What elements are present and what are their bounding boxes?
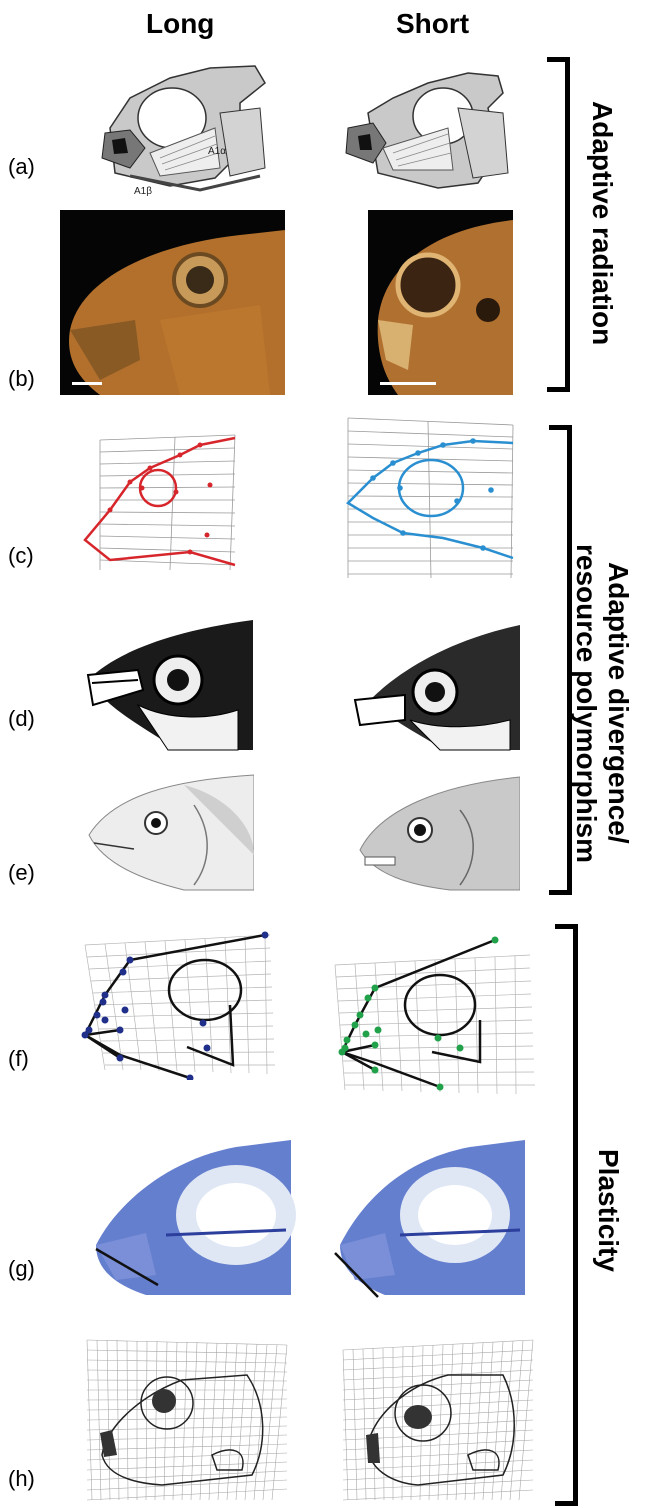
- panel-c-long-grid: [80, 430, 240, 575]
- panel-h-long-grid: [82, 1335, 292, 1505]
- row-label-f: (f): [8, 1046, 29, 1071]
- row-label-g: (g): [8, 1256, 35, 1281]
- panel-g-short-photo: [330, 1135, 530, 1305]
- label-adaptive-radiation: Adaptive radiation: [587, 100, 618, 346]
- panel-f-short-grid: [330, 930, 540, 1100]
- panel-b-short-photo: [368, 210, 513, 395]
- row-label-b: (b): [8, 366, 35, 391]
- panel-g-long-photo: [86, 1135, 296, 1305]
- panel-e-long-drawing: [84, 765, 254, 895]
- panel-h-short-grid: [338, 1335, 538, 1505]
- label-adaptive-divergence: Adaptive divergence/ resource polymorphi…: [570, 528, 634, 878]
- panel-f-long-grid: [75, 930, 275, 1080]
- panel-d-short-drawing: [350, 610, 520, 755]
- panel-e-short-drawing: [350, 765, 520, 895]
- row-label-c: (c): [8, 543, 34, 568]
- panel-d-long-drawing: [78, 610, 253, 755]
- panel-a-long: A1α A1β: [90, 58, 280, 198]
- panel-b-long-photo: [60, 210, 285, 395]
- label-a1-beta: A1β: [134, 186, 152, 197]
- label-a1-alpha: A1α: [208, 146, 226, 157]
- column-header-long: Long: [146, 8, 215, 39]
- row-label-h: (h): [8, 1466, 35, 1491]
- bracket-adaptive-radiation: [547, 57, 570, 392]
- bracket-adaptive-divergence: [549, 425, 572, 895]
- bracket-plasticity: [555, 924, 578, 1506]
- label-plasticity: Plasticity: [593, 1148, 624, 1272]
- row-label-a: (a): [8, 154, 35, 179]
- row-label-e: (e): [8, 860, 35, 885]
- panel-a-short: [338, 58, 528, 198]
- label-divergence-line1: Adaptive divergence/: [603, 562, 634, 844]
- row-label-d: (d): [8, 706, 35, 731]
- panel-c-short-grid: [343, 413, 518, 583]
- column-header-short: Short: [396, 8, 470, 39]
- label-divergence-line2: resource polymorphism: [571, 543, 602, 863]
